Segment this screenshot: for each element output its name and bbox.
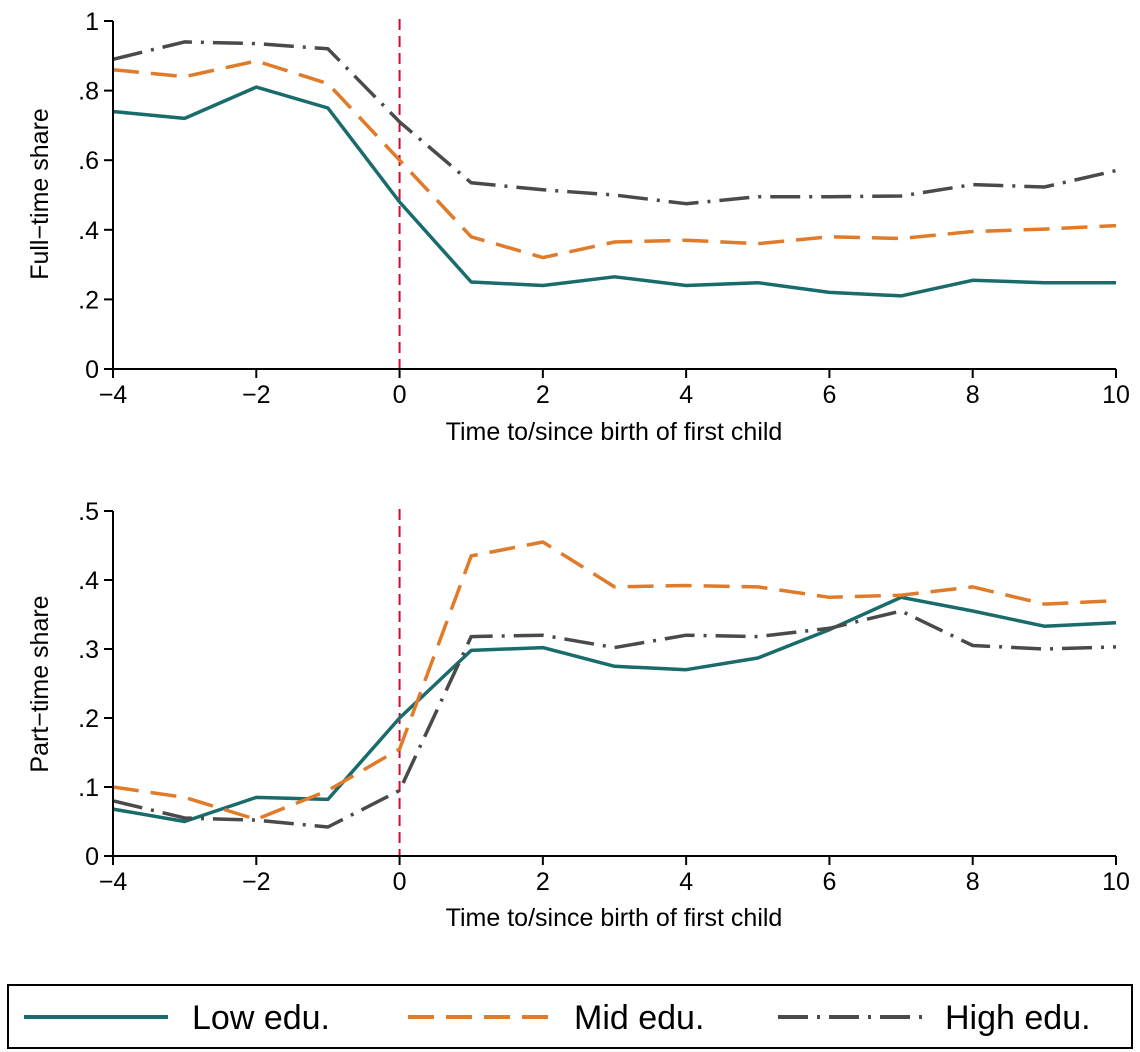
x-tick-label: 4 (679, 381, 693, 409)
y-tick-label: .2 (78, 705, 99, 733)
series-line-high-edu (112, 40, 1117, 206)
y-tick-label: 0 (85, 843, 99, 871)
y-tick-label: .2 (78, 286, 99, 314)
x-tick-label: −4 (99, 868, 128, 896)
part-time-share-panel: Part−time share Time to/since birth of f… (26, 498, 1130, 932)
x-tick-label: −4 (99, 381, 128, 409)
x-tick-label: 6 (822, 868, 836, 896)
x-tick-label: 0 (393, 381, 407, 409)
panel2-y-axis-title: Part−time share (26, 595, 54, 772)
y-tick-label: .8 (78, 78, 99, 106)
legend: Low edu. Mid edu. High edu. (7, 984, 1133, 1049)
panel2-x-axis-title: Time to/since birth of first child (446, 904, 783, 932)
series-line-mid-edu (112, 59, 1117, 260)
y-tick-label: .4 (78, 567, 99, 595)
y-tick-label: .1 (78, 774, 99, 802)
y-tick-label: .5 (78, 498, 99, 526)
legend-box (7, 984, 1133, 1049)
x-tick-label: 10 (1102, 381, 1130, 409)
y-tick-label: .4 (78, 217, 99, 245)
x-tick-label: 2 (536, 868, 550, 896)
legend-label-low-edu: Low edu. (192, 999, 330, 1037)
y-tick-label: .6 (78, 147, 99, 175)
y-tick-label: .3 (78, 636, 99, 664)
x-tick-label: 6 (822, 381, 836, 409)
x-tick-label: −2 (242, 381, 271, 409)
y-tick-label: 0 (85, 356, 99, 384)
series-line-high-edu (112, 609, 1117, 829)
legend-label-high-edu: High edu. (945, 999, 1091, 1037)
panel1-x-axis-title: Time to/since birth of first child (446, 418, 783, 446)
x-tick-label: 8 (966, 381, 980, 409)
series-line-mid-edu (112, 540, 1117, 822)
series-line-low-edu (112, 85, 1116, 298)
x-tick-label: 4 (679, 868, 693, 896)
legend-label-mid-edu: Mid edu. (574, 999, 704, 1037)
y-tick-label: 1 (85, 8, 99, 36)
x-tick-label: −2 (242, 868, 271, 896)
full-time-share-panel: Full−time share Time to/since birth of f… (26, 8, 1130, 446)
x-tick-label: 10 (1102, 868, 1130, 896)
x-tick-label: 2 (536, 381, 550, 409)
series-line-low-edu (112, 595, 1117, 824)
panel1-y-axis-title: Full−time share (26, 108, 54, 280)
x-tick-label: 8 (966, 868, 980, 896)
x-tick-label: 0 (393, 868, 407, 896)
